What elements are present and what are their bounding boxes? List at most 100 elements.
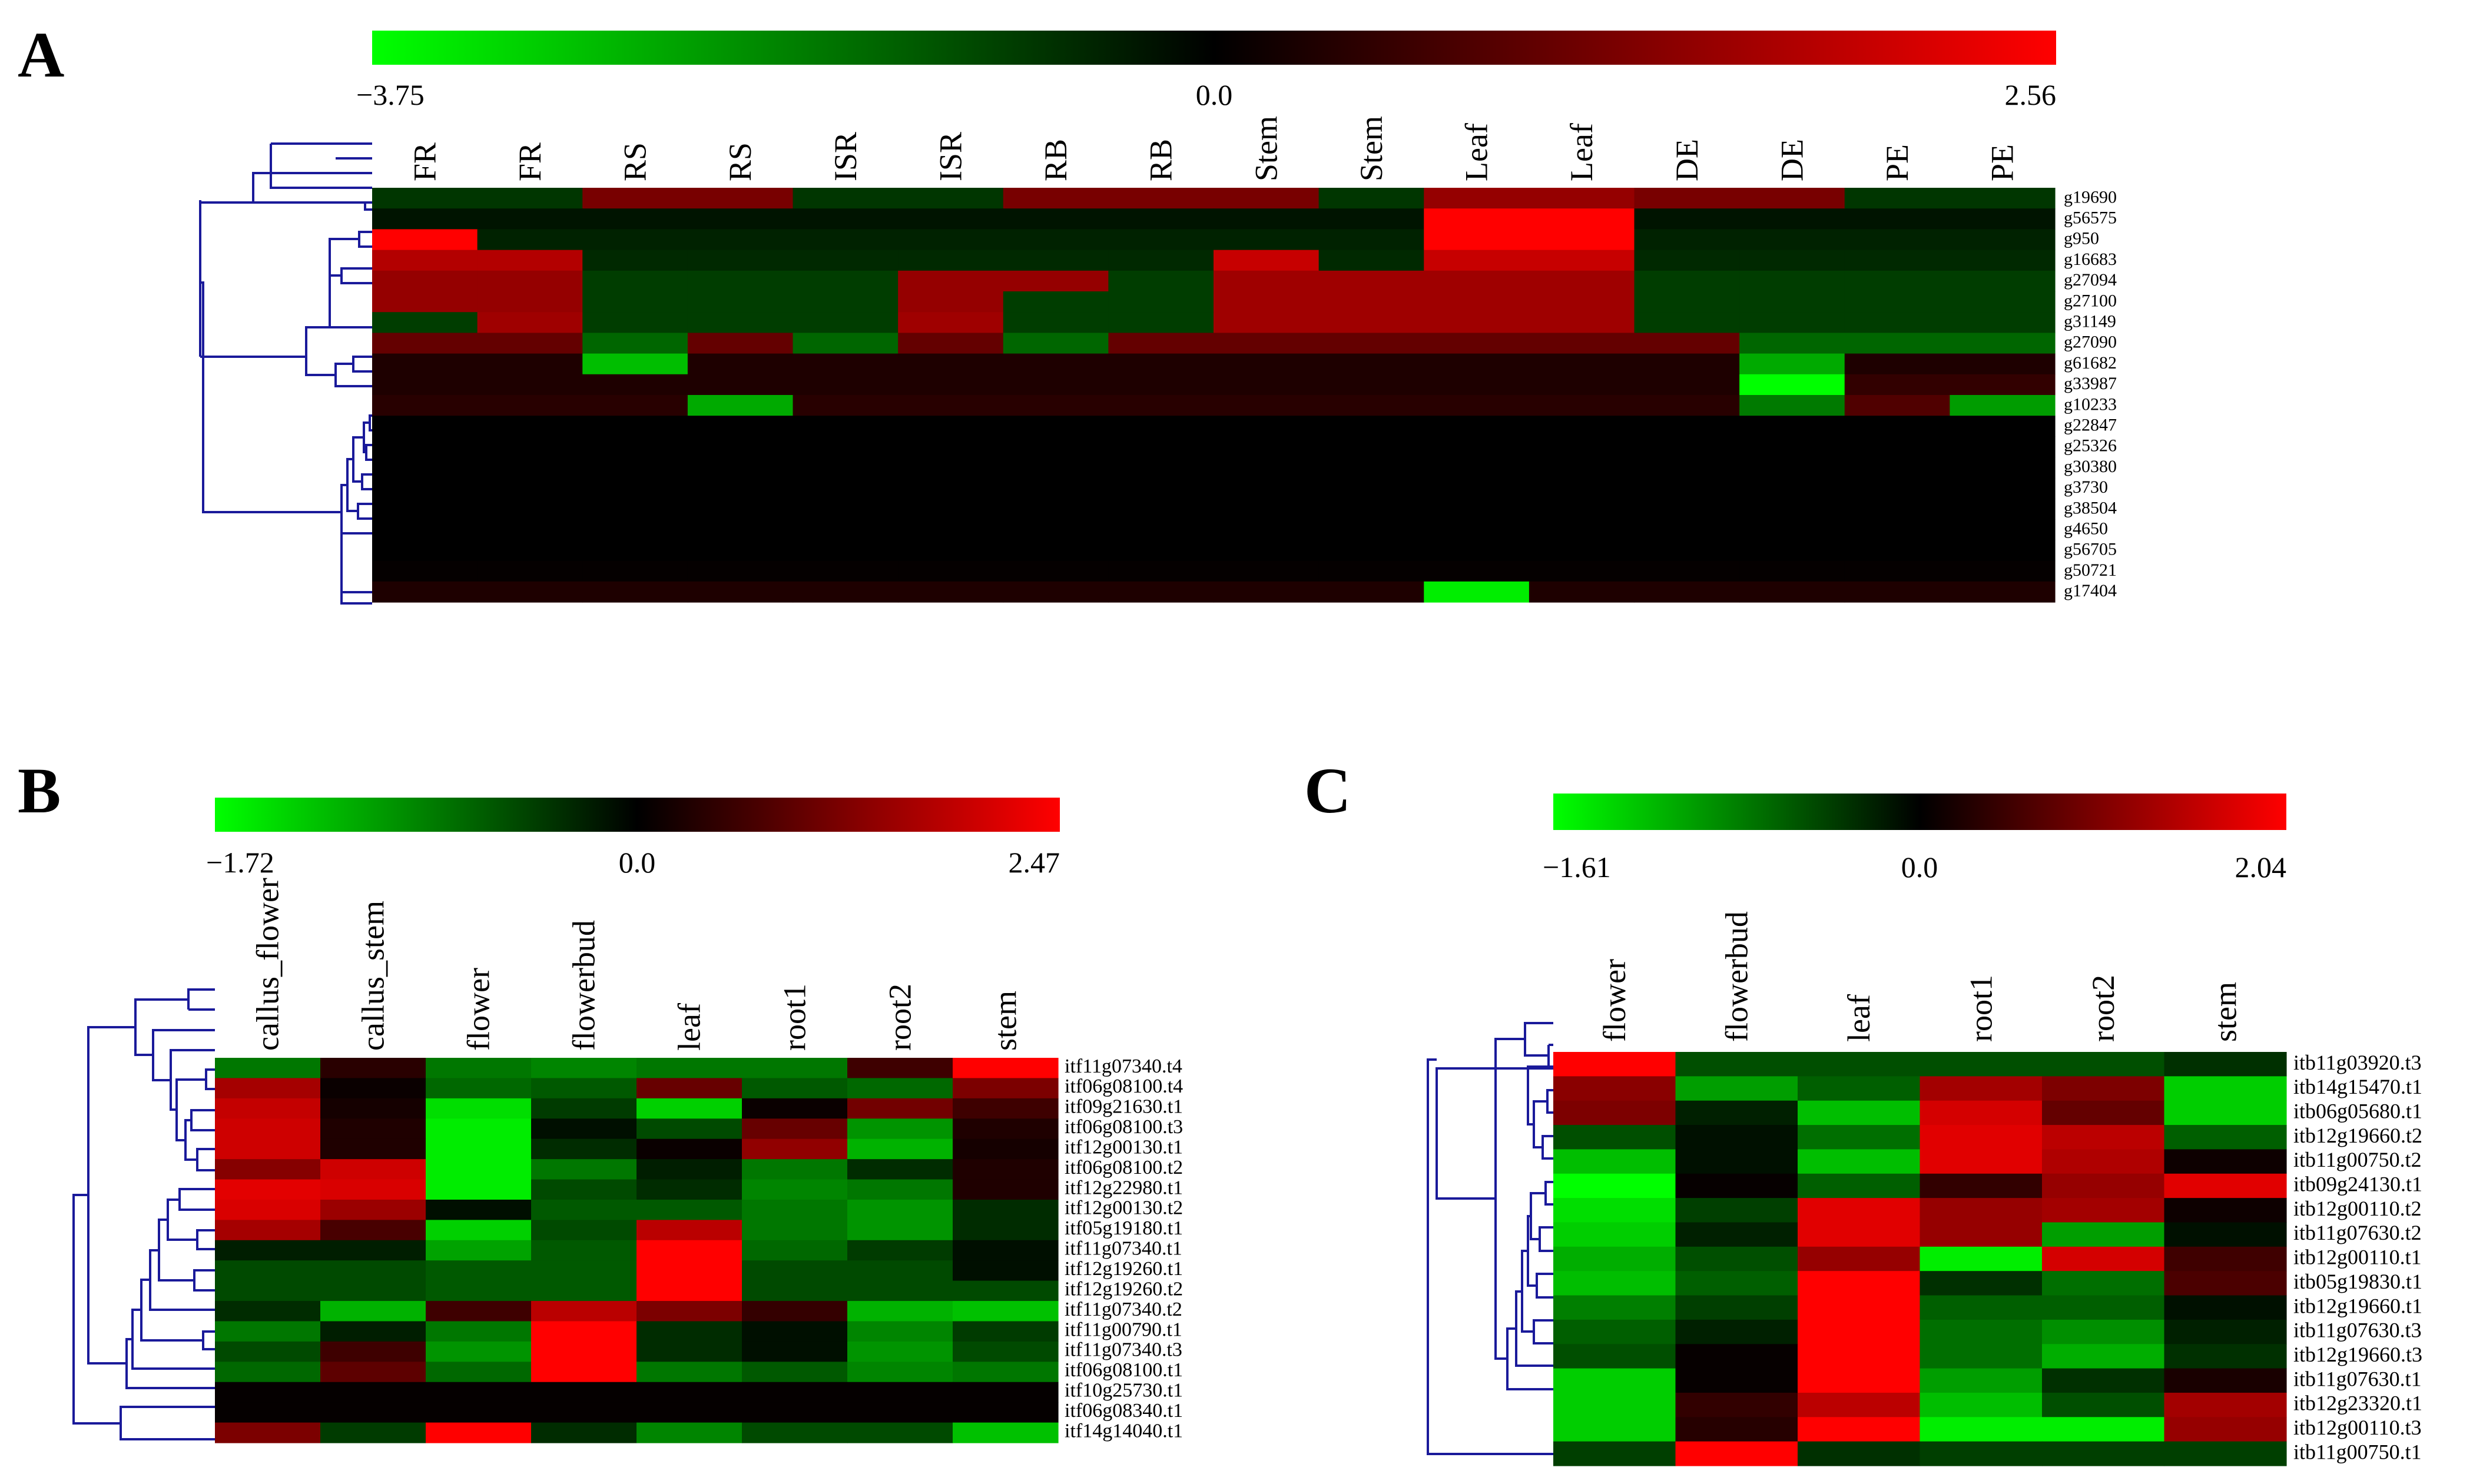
- panel-a-cell: [1529, 416, 1635, 437]
- panel-a-cell: [1739, 499, 1845, 520]
- panel-a-color-scale: [372, 31, 2056, 65]
- panel-a-cell: [1529, 188, 1635, 209]
- panel-a-cell: [1003, 291, 1109, 313]
- panel-a-cell: [1108, 208, 1214, 230]
- panel-c-cell: [1920, 1344, 2043, 1369]
- panel-b-cell: [742, 1422, 848, 1443]
- panel-b-row-label: itf14g14040.t1: [1065, 1420, 1183, 1442]
- panel-a-cell: [1424, 188, 1530, 209]
- panel-a-cell: [1844, 436, 1950, 458]
- panel-c-cell: [1553, 1392, 1676, 1417]
- panel-a-cell: [1950, 499, 2056, 520]
- panel-c-cell: [2042, 1125, 2165, 1150]
- panel-b-cell: [531, 1240, 637, 1261]
- panel-b-cell: [953, 1179, 1059, 1200]
- panel-c-cell: [1798, 1319, 1921, 1344]
- panel-a-cell: [687, 436, 794, 458]
- panel-c-cell: [1920, 1149, 2043, 1174]
- panel-c-column-label: root2: [2086, 975, 2121, 1042]
- panel-a-cell: [1003, 250, 1109, 271]
- panel-a-cell: [372, 477, 478, 499]
- panel-b-cell: [426, 1362, 532, 1383]
- panel-b-cell: [531, 1118, 637, 1140]
- panel-a-cell: [582, 333, 688, 354]
- panel-a-cell: [1634, 560, 1740, 582]
- panel-c-cell: [1798, 1149, 1921, 1174]
- panel-b-cell: [847, 1078, 953, 1099]
- panel-c-cell: [1798, 1125, 1921, 1150]
- panel-c-cell: [1675, 1052, 1798, 1077]
- panel-a-cell: [1634, 540, 1740, 562]
- panel-a-cell: [1950, 188, 2056, 209]
- panel-a-cell: [1529, 333, 1635, 354]
- panel-a-cell: [1739, 560, 1845, 582]
- panel-a-cell: [898, 312, 1004, 333]
- panel-a-row-label: g31149: [2064, 312, 2116, 331]
- panel-a-cell: [1739, 581, 1845, 603]
- panel-a-cell: [372, 499, 478, 520]
- panel-b-cell: [847, 1260, 953, 1282]
- panel-b-cell: [953, 1422, 1059, 1443]
- panel-c-row-label: itb11g00750.t1: [2293, 1440, 2422, 1463]
- panel-a-cell: [1003, 499, 1109, 520]
- panel-a-row-label: g950: [2064, 229, 2099, 248]
- panel-b-cell: [531, 1402, 637, 1423]
- panel-c-cell: [1798, 1392, 1921, 1417]
- panel-a-cell: [372, 540, 478, 562]
- panel-a-column-label: Leaf: [1459, 123, 1494, 181]
- panel-a-cell: [1634, 395, 1740, 416]
- panel-b-cell: [953, 1098, 1059, 1119]
- panel-c-cell: [1920, 1319, 2043, 1344]
- panel-a-cell: [793, 188, 899, 209]
- panel-c-cell: [1798, 1052, 1921, 1077]
- panel-c-column-label: flowerbud: [1719, 911, 1754, 1042]
- panel-b-cell: [637, 1098, 742, 1119]
- panel-a-cell: [1529, 270, 1635, 292]
- panel-c-cell: [1920, 1368, 2043, 1393]
- panel-b-cell: [531, 1058, 637, 1079]
- panel-b-cell: [320, 1382, 426, 1403]
- panel-b-cell: [531, 1301, 637, 1322]
- panel-b-cell: [847, 1098, 953, 1119]
- panel-b-cell: [742, 1199, 848, 1220]
- panel-a-cell: [477, 499, 583, 520]
- panel-b-cell: [637, 1362, 742, 1383]
- panel-b-cell: [426, 1321, 532, 1342]
- panel-c-cell: [1920, 1076, 2043, 1101]
- panel-b-cell: [637, 1118, 742, 1140]
- panel-b-cell: [426, 1199, 532, 1220]
- panel-a-cell: [477, 457, 583, 479]
- panel-c-cell: [1798, 1295, 1921, 1320]
- panel-a-cell: [1214, 457, 1320, 479]
- panel-a-cell: [1214, 291, 1320, 313]
- panel-a-cell: [1108, 291, 1214, 313]
- panel-a-cell: [1739, 436, 1845, 458]
- panel-b-cell: [953, 1138, 1059, 1160]
- panel-a-column-label: RB: [1143, 139, 1179, 181]
- panel-a-cell: [582, 188, 688, 209]
- panel-a-cell: [1844, 270, 1950, 292]
- panel-a-cell: [1529, 519, 1635, 540]
- panel-a-cell: [1318, 395, 1424, 416]
- panel-b-cell: [742, 1301, 848, 1322]
- panel-b-column-label: callus_stem: [356, 901, 391, 1051]
- panel-c-cell: [2164, 1100, 2287, 1126]
- panel-a-column-label: RS: [618, 142, 653, 181]
- panel-b-row-label: itf09g21630.t1: [1065, 1096, 1183, 1118]
- panel-c-cell: [1553, 1368, 1676, 1393]
- panel-c-cell: [2042, 1295, 2165, 1320]
- panel-b-cell: [953, 1402, 1059, 1423]
- panel-b-cell: [531, 1220, 637, 1241]
- panel-b-cell: [953, 1321, 1059, 1342]
- panel-a-cell: [1844, 416, 1950, 437]
- panel-a-cell: [1108, 250, 1214, 271]
- panel-b-cell: [320, 1321, 426, 1342]
- panel-b-row-label: itf10g25730.t1: [1065, 1380, 1183, 1402]
- panel-a-cell: [1108, 395, 1214, 416]
- panel-a-cell: [1634, 353, 1740, 375]
- panel-b-cell: [742, 1159, 848, 1180]
- panel-a-cell: [372, 581, 478, 603]
- panel-b-cell: [426, 1402, 532, 1423]
- panel-b-cell: [320, 1422, 426, 1443]
- panel-c-cell: [2164, 1271, 2287, 1296]
